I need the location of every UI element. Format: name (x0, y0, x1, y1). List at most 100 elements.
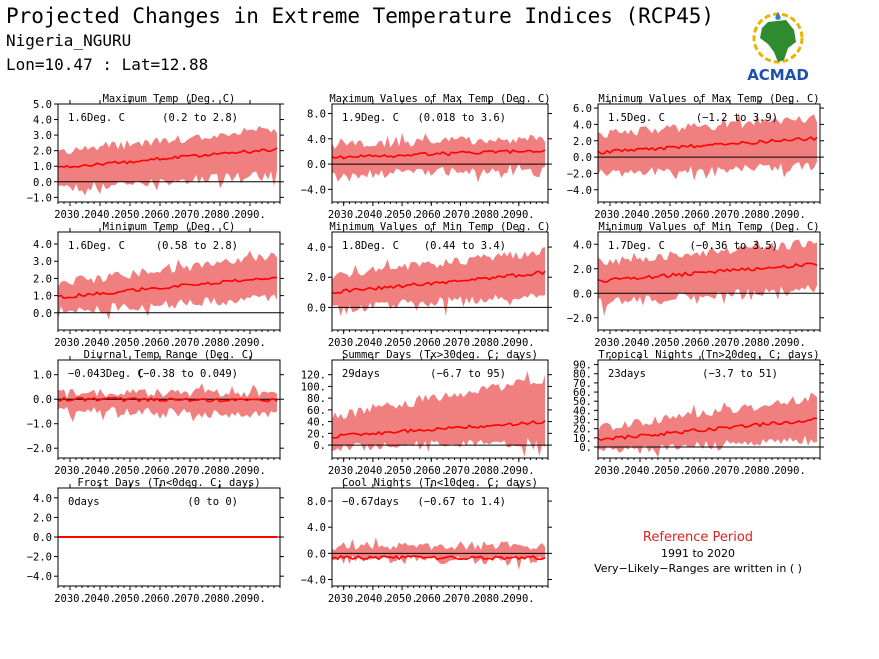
y-tick-label: 1.0 (33, 370, 52, 382)
change-value-label: −0.67days (342, 496, 399, 508)
chart-plot-area (332, 132, 548, 183)
x-tick-label: 2030. (328, 465, 360, 477)
y-tick-label: 0.0 (573, 288, 592, 300)
x-tick-label: 2070. (445, 209, 477, 221)
x-tick-label: 2060. (415, 337, 447, 349)
coordinates-label: Lon=10.47 : Lat=12.88 (6, 55, 209, 74)
chart-frame (57, 103, 281, 203)
x-tick-label: 2080. (474, 593, 506, 605)
chart-panel: −4.0 −2.0 0.0 2.0 4.0 2030.2040.2050.2060.207… (27, 477, 284, 605)
chart-plot-area (58, 126, 280, 196)
chart-plot-area (332, 537, 548, 570)
x-tick-label: 2070. (445, 593, 477, 605)
x-tick-label: 2080. (204, 593, 236, 605)
series-median-line (58, 276, 278, 300)
y-tick-label: −4.0 (567, 185, 592, 197)
chart-panel: −4.00.04.08.02030.2040.2050.2060.2070.20… (301, 93, 552, 221)
y-tick-label: −1.0 (27, 192, 52, 204)
x-tick-label: 2060. (144, 337, 176, 349)
y-tick-label: 4.0 (573, 239, 592, 251)
y-tick-label: 70. (573, 378, 592, 390)
chart-title: Maximum Temp (Deg. C) (103, 93, 236, 105)
x-tick-label: 2090. (503, 209, 535, 221)
x-tick-label: 2040. (84, 465, 116, 477)
x-tick-label: 2040. (357, 593, 389, 605)
reference-period-years: 1991 to 2020 (660, 547, 736, 560)
x-tick-label: 2060. (684, 465, 716, 477)
x-tick-label: 2090. (503, 465, 535, 477)
reference-range-note: Very−Likely−Ranges are written in ( ) (594, 562, 802, 575)
chart-panel: 0.20.40.60.80.100.120. 2030.2040.2050.206… (301, 349, 552, 477)
likely-range-label: (0.018 to 3.6) (417, 112, 506, 124)
change-value-label: 29days (342, 368, 380, 380)
y-tick-label: 0.0 (573, 152, 592, 164)
y-tick-label: 4.0 (307, 522, 326, 534)
chart-panel: −2.0−1.00.01.02030.2040.2050.2060.2070.2… (27, 349, 284, 477)
y-tick-label: 2.0 (33, 146, 52, 158)
change-value-label: 0days (68, 496, 100, 508)
x-tick-label: 2040. (357, 209, 389, 221)
series-range-band (58, 250, 277, 321)
location-label: Nigeria_NGURU (6, 31, 132, 50)
likely-range-label: (0.58 to 2.8) (156, 240, 238, 252)
likely-range-label: (−1.2 to 3.9) (696, 112, 778, 124)
x-tick-label: 2030. (594, 209, 626, 221)
chart-title: Tropical Nights (Tn>20deg. C; days) (598, 349, 819, 361)
chart-frame (597, 231, 821, 331)
series-median-line (332, 149, 546, 160)
y-tick-label: 4.0 (307, 134, 326, 146)
likely-range-label: (−0.38 to 0.049) (137, 368, 238, 380)
y-tick-label: 20. (307, 428, 326, 440)
series-median-line (58, 396, 278, 403)
y-tick-label: 4.0 (573, 119, 592, 131)
y-tick-label: 40. (307, 417, 326, 429)
x-tick-label: 2030. (54, 465, 86, 477)
y-tick-label: −2.0 (567, 313, 592, 325)
chart-frame (331, 231, 549, 331)
y-tick-label: 10. (573, 433, 592, 445)
chart-plot-area (58, 383, 280, 423)
series-range-band (332, 247, 546, 317)
x-tick-label: 2050. (114, 465, 146, 477)
y-tick-label: 0. (313, 440, 326, 452)
x-tick-label: 2060. (144, 209, 176, 221)
x-tick-label: 2070. (714, 337, 746, 349)
y-tick-label: 8.0 (307, 108, 326, 120)
series-range-band (598, 392, 817, 458)
acmad-logo: ACMAD (747, 12, 809, 84)
chart-frame (57, 231, 281, 331)
y-tick-label: 5.0 (33, 99, 52, 111)
y-tick-label: −4.0 (301, 574, 326, 586)
y-tick-label: 2.0 (33, 512, 52, 524)
x-tick-label: 2090. (503, 593, 535, 605)
y-tick-label: 20. (573, 424, 592, 436)
x-tick-label: 2090. (234, 209, 266, 221)
chart-title: Maximum Values of Max Temp (Deg. C) (329, 93, 550, 105)
chart-title: Minimum Values of Min Temp (Deg. C) (598, 221, 819, 233)
y-tick-label: 0.0 (307, 159, 326, 171)
chart-title: Minimum Values of Min Temp (Deg. C) (329, 221, 550, 233)
x-tick-label: 2060. (415, 209, 447, 221)
x-tick-label: 2070. (714, 209, 746, 221)
x-tick-label: 2080. (204, 337, 236, 349)
x-tick-label: 2090. (774, 209, 806, 221)
series-median-line (598, 417, 818, 441)
x-tick-label: 2070. (174, 465, 206, 477)
series-median-line (58, 147, 278, 169)
y-tick-label: 4.0 (33, 493, 52, 505)
x-tick-label: 2040. (624, 209, 656, 221)
y-tick-label: 4.0 (33, 239, 52, 251)
x-tick-label: 2090. (774, 465, 806, 477)
x-tick-label: 2040. (357, 337, 389, 349)
x-tick-label: 2070. (445, 337, 477, 349)
y-tick-label: −4.0 (27, 571, 52, 583)
chart-panel: −4.0 −2.0 0.0 2.0 4.0 6.0 2030.2040.2050.2060.… (567, 93, 824, 221)
series-range-band (332, 132, 546, 183)
y-tick-label: 80. (307, 393, 326, 405)
reference-period-note: Reference Period 1991 to 2020 Very−Likel… (592, 530, 804, 575)
y-tick-label: 0. (579, 442, 592, 454)
x-tick-label: 2060. (144, 593, 176, 605)
x-tick-label: 2060. (415, 465, 447, 477)
y-tick-label: 6.0 (573, 103, 592, 115)
change-value-label: 1.8Deg. C (342, 240, 399, 252)
